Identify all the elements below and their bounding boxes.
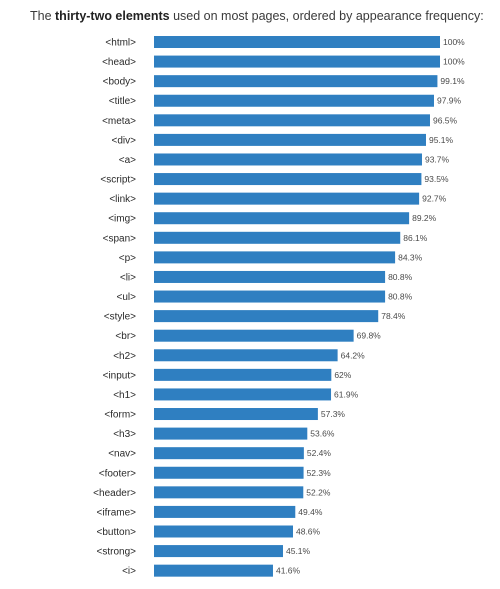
bar <box>154 212 410 225</box>
bar <box>154 388 332 401</box>
category-label: <h2> <box>113 351 136 362</box>
category-label: <meta> <box>102 116 136 127</box>
value-label: 96.5% <box>433 115 458 125</box>
value-label: 80.8% <box>388 292 413 302</box>
bar <box>154 486 304 499</box>
bar <box>154 408 318 421</box>
value-label: 95.1% <box>429 135 454 145</box>
bar <box>154 545 283 558</box>
category-label: <header> <box>93 488 136 499</box>
category-label: <title> <box>109 96 136 107</box>
value-label: 86.1% <box>403 233 428 243</box>
bar <box>154 505 296 518</box>
value-label: 78.4% <box>381 311 406 321</box>
value-label: 61.9% <box>334 389 359 399</box>
category-label: <button> <box>97 527 137 538</box>
category-label: <nav> <box>108 449 136 460</box>
category-label: <br> <box>115 331 136 342</box>
value-label: 69.8% <box>357 331 382 341</box>
bar <box>154 447 304 460</box>
category-label: <div> <box>112 135 137 146</box>
bar <box>154 173 422 186</box>
bar <box>154 329 354 342</box>
value-label: 48.6% <box>296 527 321 537</box>
chart-title-bold: thirty-two elements <box>55 9 170 23</box>
category-label: <strong> <box>97 547 137 558</box>
value-label: 45.1% <box>286 546 311 556</box>
value-label: 100% <box>443 57 465 67</box>
chart-title: The thirty-two elements used on most pag… <box>30 9 484 23</box>
value-label: 52.2% <box>306 487 331 497</box>
value-label: 80.8% <box>388 272 413 282</box>
value-label: 92.7% <box>422 194 447 204</box>
value-label: 97.9% <box>437 96 462 106</box>
category-label: <h1> <box>113 390 136 401</box>
category-label: <i> <box>122 566 136 577</box>
category-label: <head> <box>102 57 136 68</box>
bar <box>154 114 430 127</box>
category-label: <footer> <box>99 468 136 479</box>
bar <box>154 55 440 68</box>
bar <box>154 368 332 381</box>
value-label: 99.1% <box>440 76 465 86</box>
category-label: <body> <box>103 77 137 88</box>
value-label: 84.3% <box>398 252 423 262</box>
value-label: 53.6% <box>310 429 335 439</box>
category-label: <a> <box>119 155 136 166</box>
bar <box>154 290 386 303</box>
bar <box>154 251 396 264</box>
value-label: 57.3% <box>321 409 346 419</box>
value-label: 100% <box>443 37 465 47</box>
category-label: <input> <box>103 370 137 381</box>
value-label: 93.5% <box>424 174 449 184</box>
bar <box>154 310 379 323</box>
bar <box>154 349 338 362</box>
category-label: <html> <box>105 38 136 49</box>
category-label: <ul> <box>117 292 137 303</box>
value-label: 93.7% <box>425 154 450 164</box>
category-label: <style> <box>104 312 136 323</box>
bar <box>154 427 308 440</box>
bar <box>154 36 440 48</box>
bar <box>154 231 401 244</box>
value-label: 41.6% <box>276 566 301 576</box>
bar <box>154 270 386 283</box>
category-label: <span> <box>103 233 137 244</box>
category-label: <p> <box>119 253 136 264</box>
bar <box>154 75 438 88</box>
category-label: <form> <box>104 410 136 421</box>
category-label: <li> <box>120 272 136 283</box>
value-label: 89.2% <box>412 213 437 223</box>
value-label: 49.4% <box>298 507 323 517</box>
value-label: 62% <box>334 370 351 380</box>
bar <box>154 192 420 205</box>
category-label: <img> <box>108 214 136 225</box>
chart-title-prefix: The <box>30 9 56 23</box>
bar <box>154 525 293 538</box>
bar <box>154 466 304 479</box>
category-label: <h3> <box>113 429 136 440</box>
bar <box>154 133 426 146</box>
bar <box>154 153 422 166</box>
value-label: 52.4% <box>307 448 332 458</box>
value-label: 52.3% <box>307 468 332 478</box>
category-label: <script> <box>100 175 136 186</box>
category-label: <iframe> <box>97 507 137 518</box>
value-label: 64.2% <box>341 350 366 360</box>
chart-title-suffix: used on most pages, ordered by appearanc… <box>169 9 484 23</box>
category-label: <link> <box>109 194 136 205</box>
bar <box>154 564 273 577</box>
bar <box>154 94 434 107</box>
